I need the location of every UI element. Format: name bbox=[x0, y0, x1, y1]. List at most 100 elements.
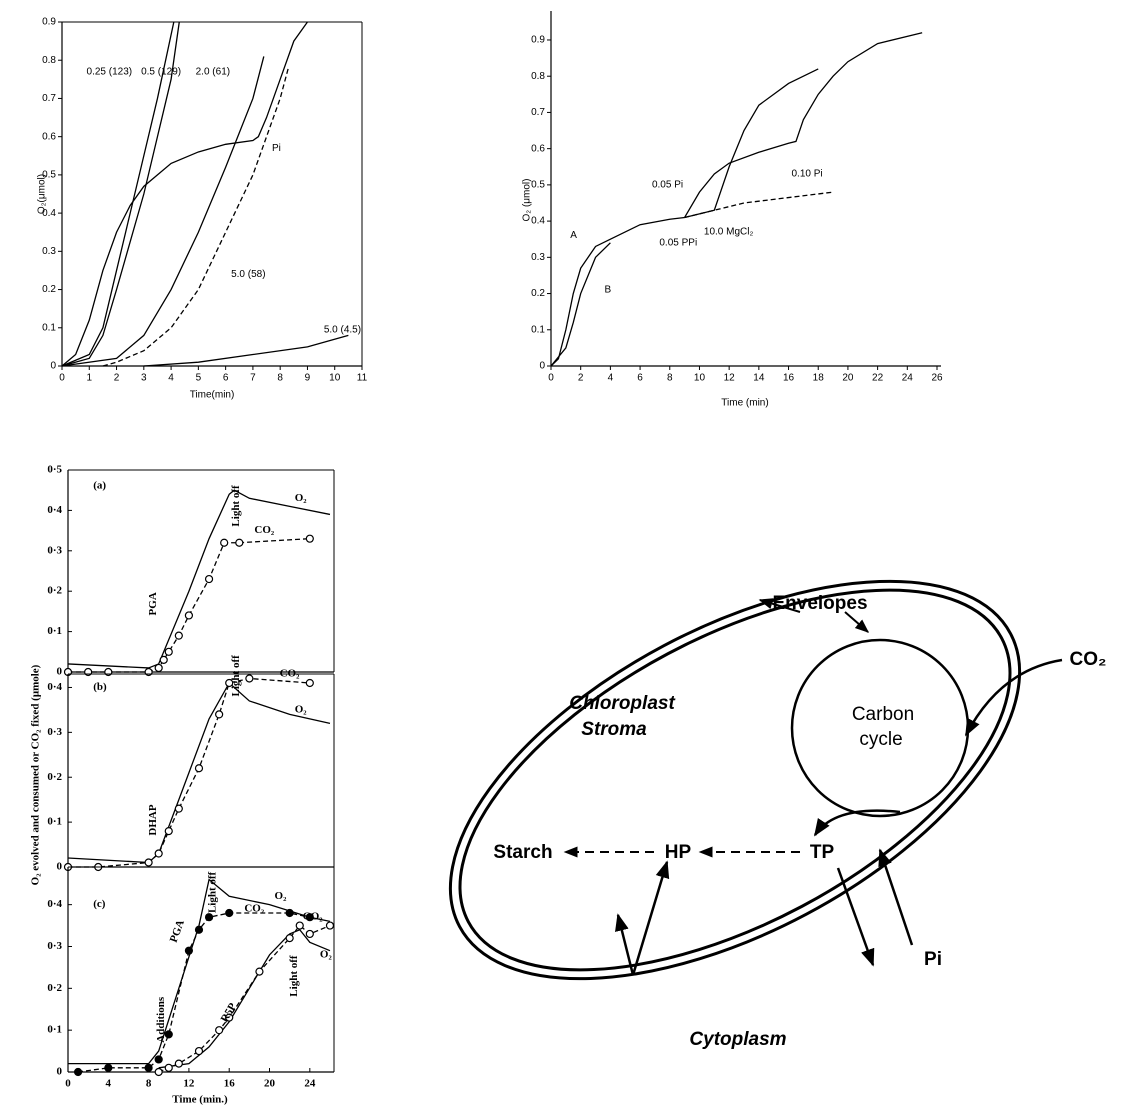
data-line bbox=[68, 538, 310, 673]
diagram-label: Chloroplast bbox=[569, 693, 675, 714]
series-label: O₂ bbox=[275, 890, 288, 902]
series-label: O₂ bbox=[295, 492, 308, 504]
y-tick-label: 0·1 bbox=[47, 816, 62, 828]
x-tick-label: 10 bbox=[329, 373, 341, 384]
y-axis-label: O₂ (μmol) bbox=[522, 179, 533, 222]
y-tick-label: 0.4 bbox=[42, 208, 56, 219]
data-point bbox=[194, 764, 204, 773]
y-tick-label: 0·4 bbox=[47, 681, 62, 693]
arrow bbox=[878, 848, 914, 946]
annotation: (a) bbox=[93, 480, 106, 492]
annotation: Light off bbox=[230, 655, 242, 697]
y-tick-label: 0.3 bbox=[42, 246, 56, 257]
x-axis-label: Time (min) bbox=[721, 398, 768, 409]
data-point bbox=[194, 1046, 204, 1056]
x-tick-label: 14 bbox=[753, 373, 765, 384]
x-tick-label: 8 bbox=[667, 373, 673, 384]
data-line bbox=[61, 21, 175, 367]
y-tick-label: 0.9 bbox=[42, 17, 56, 28]
y-tick-label: 0·5 bbox=[47, 464, 62, 476]
y-tick-label: 0.8 bbox=[531, 71, 545, 82]
y-tick-label: 0 bbox=[57, 1066, 63, 1078]
diagram-label: HP bbox=[665, 842, 692, 863]
x-tick-label: 20 bbox=[842, 373, 854, 384]
x-tick-label: 3 bbox=[141, 373, 147, 384]
y-tick-label: 0·4 bbox=[47, 898, 62, 910]
y-tick-label: 0.4 bbox=[531, 216, 545, 227]
diagram-label: cycle bbox=[859, 729, 902, 750]
series-label: CO₂ bbox=[280, 668, 301, 680]
data-point bbox=[285, 908, 294, 918]
data-line bbox=[67, 489, 331, 669]
y-tick-label: 0.6 bbox=[531, 143, 545, 154]
data-line bbox=[684, 68, 819, 219]
annotation: B bbox=[604, 285, 611, 296]
annotation: Light off bbox=[230, 485, 242, 527]
x-tick-label: 12 bbox=[724, 373, 736, 384]
data-point bbox=[305, 678, 314, 688]
data-point bbox=[154, 849, 163, 858]
x-tick-label: 5 bbox=[196, 373, 202, 384]
data-point bbox=[325, 921, 335, 930]
y-tick-label: 0.8 bbox=[42, 55, 56, 66]
data-point bbox=[164, 826, 173, 836]
y-tick-label: 0.7 bbox=[42, 93, 56, 104]
y-tick-label: 0·2 bbox=[47, 982, 62, 994]
data-point bbox=[285, 934, 294, 943]
data-point bbox=[235, 538, 244, 547]
data-point bbox=[164, 647, 173, 656]
data-point bbox=[184, 946, 194, 955]
arrow bbox=[758, 598, 801, 613]
data-point bbox=[73, 1067, 83, 1077]
y-tick-label: 0.5 bbox=[531, 180, 545, 191]
diagram-label: Stroma bbox=[581, 719, 647, 740]
x-tick-label: 2 bbox=[578, 373, 584, 384]
data-point bbox=[174, 631, 183, 640]
data-point bbox=[174, 1059, 183, 1068]
series-label: CO₂ bbox=[244, 902, 264, 914]
data-line bbox=[61, 21, 308, 367]
data-point bbox=[295, 921, 304, 930]
arrow bbox=[615, 913, 635, 976]
x-tick-label: 20 bbox=[264, 1078, 276, 1090]
x-tick-label: 16 bbox=[783, 373, 795, 384]
data-line bbox=[684, 32, 923, 218]
data-point bbox=[305, 534, 314, 543]
annotation: 0.05 PPi bbox=[659, 237, 697, 248]
data-line bbox=[67, 681, 331, 864]
diagram-label: Cytoplasm bbox=[689, 1029, 786, 1050]
x-tick-label: 26 bbox=[931, 373, 943, 384]
series-label: 0.5 (129) bbox=[141, 66, 181, 77]
y-tick-label: 0·1 bbox=[47, 625, 62, 637]
y-tick-label: 0 bbox=[57, 666, 63, 678]
annotation: Pi bbox=[272, 143, 281, 154]
y-tick-label: 0·4 bbox=[47, 504, 62, 516]
data-point bbox=[225, 908, 234, 918]
y-tick-label: 0·2 bbox=[47, 771, 62, 783]
series-label: O₂ bbox=[295, 703, 308, 715]
x-tick-label: 6 bbox=[223, 373, 229, 384]
series-label: CO₂ bbox=[303, 911, 324, 923]
series-label: 5.0 (4.5) bbox=[324, 324, 361, 335]
y-tick-label: 0.2 bbox=[531, 288, 545, 299]
data-point bbox=[144, 858, 153, 867]
annotation: Light off bbox=[288, 955, 300, 997]
y-tick-label: 0·1 bbox=[47, 1024, 62, 1036]
data-point bbox=[164, 1063, 173, 1072]
data-line bbox=[61, 56, 265, 367]
data-line bbox=[158, 924, 331, 1073]
data-point bbox=[255, 967, 264, 976]
data-line bbox=[77, 912, 310, 1073]
data-point bbox=[194, 925, 204, 934]
x-tick-label: 4 bbox=[608, 373, 614, 384]
data-point bbox=[104, 1063, 113, 1072]
y-tick-label: 0.3 bbox=[531, 252, 545, 263]
annotation: PGA bbox=[147, 592, 159, 615]
data-point bbox=[174, 804, 183, 813]
x-axis-label: Time (min.) bbox=[172, 1094, 228, 1106]
x-tick-label: 8 bbox=[146, 1078, 152, 1090]
annotation: Additions bbox=[155, 996, 167, 1043]
x-tick-label: 7 bbox=[250, 373, 256, 384]
data-point bbox=[305, 913, 314, 922]
